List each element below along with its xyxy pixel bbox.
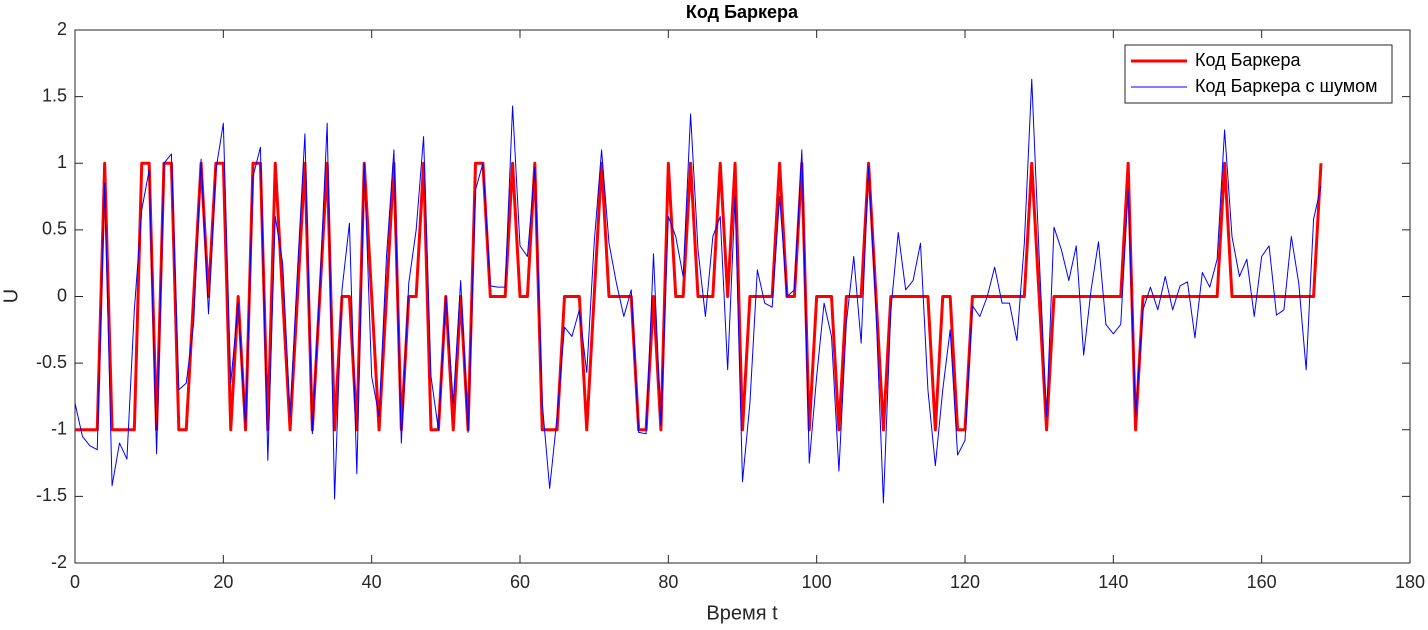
legend-label: Код Баркера	[1195, 50, 1302, 70]
x-tick-label: 80	[658, 572, 678, 592]
legend-box	[1124, 44, 1393, 104]
y-tick-label: 0.5	[42, 219, 67, 239]
x-tick-label: 60	[510, 572, 530, 592]
x-tick-label: 180	[1395, 572, 1425, 592]
x-tick-label: 0	[70, 572, 80, 592]
y-tick-label: 0	[57, 285, 67, 305]
x-tick-label: 140	[1098, 572, 1128, 592]
y-tick-label: 1.5	[42, 85, 67, 105]
y-axis-label: U	[0, 289, 22, 303]
x-tick-label: 100	[802, 572, 832, 592]
chart-title: Код Баркера	[686, 2, 799, 22]
x-axis-label: Время t	[706, 602, 778, 624]
x-tick-label: 40	[362, 572, 382, 592]
data-line	[74, 78, 1322, 504]
x-tick-label: 120	[950, 572, 980, 592]
y-tick-label: -1.5	[36, 485, 67, 505]
y-tick-label: -1	[51, 419, 67, 439]
y-tick-label: -0.5	[36, 352, 67, 372]
data-line	[75, 161, 1323, 432]
x-tick-label: 20	[213, 572, 233, 592]
y-tick-label: -2	[51, 552, 67, 572]
y-tick-label: 2	[57, 19, 67, 39]
y-tick-label: 1	[57, 152, 67, 172]
x-tick-label: 160	[1247, 572, 1277, 592]
legend-label: Код Баркера с шумом	[1195, 76, 1378, 96]
